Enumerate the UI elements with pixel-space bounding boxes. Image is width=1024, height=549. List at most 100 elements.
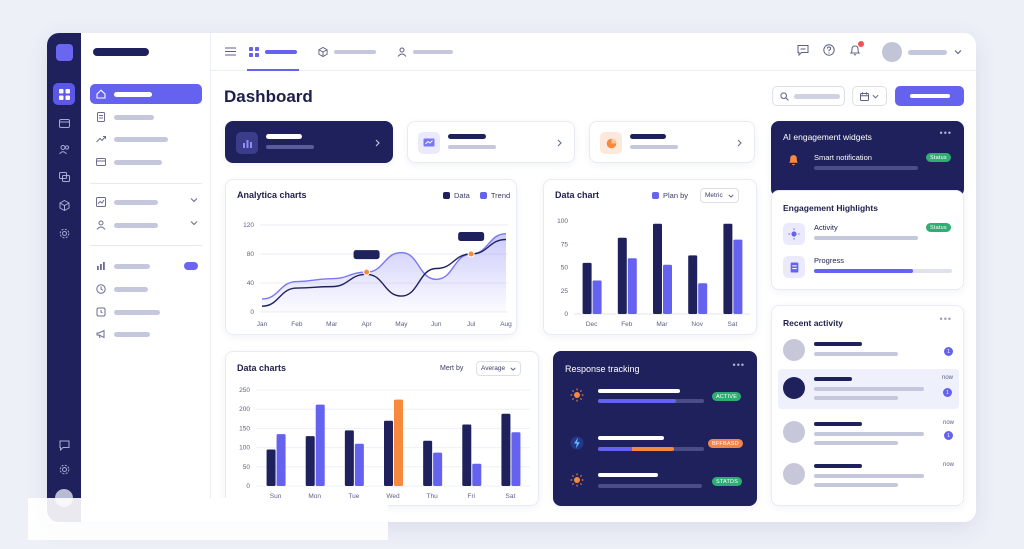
- more-icon[interactable]: •••: [939, 128, 952, 138]
- x-tick-label: Feb: [291, 321, 303, 328]
- chevron-down-icon[interactable]: [954, 48, 962, 56]
- sidebar-item-analytics[interactable]: [90, 192, 202, 212]
- active-tab-indicator: [247, 69, 299, 71]
- primary-action-button[interactable]: [895, 86, 964, 106]
- bell-icon[interactable]: [849, 44, 861, 56]
- stat-subtitle: [448, 145, 496, 149]
- rail-settings-button[interactable]: [53, 222, 75, 244]
- document-icon: [790, 262, 798, 272]
- comment-icon[interactable]: [797, 44, 809, 56]
- unread-indicator: 1: [943, 388, 952, 397]
- gear-icon: [59, 464, 69, 474]
- date-picker[interactable]: [852, 86, 887, 106]
- y-tick-label: 250: [239, 387, 250, 394]
- sidebar-item-stats[interactable]: [90, 256, 202, 276]
- sidebar-stats-toggle[interactable]: [184, 262, 198, 270]
- rail-wallet-button[interactable]: [53, 112, 75, 134]
- help-icon[interactable]: [823, 44, 835, 56]
- progress-bar-fill: [814, 269, 914, 273]
- smart-notification-label: Smart notification: [814, 153, 872, 162]
- y-tick-label: 200: [239, 406, 250, 413]
- sidebar-item-campaigns[interactable]: [90, 324, 202, 344]
- bar: [305, 436, 315, 486]
- sidebar-item-documents[interactable]: [90, 107, 202, 127]
- data-chart-title: Data chart: [555, 190, 600, 200]
- response-row-progress: [598, 399, 677, 403]
- ai-widgets-card: AI engagement widgets ••• Smart notifica…: [771, 121, 964, 197]
- stat-card-1[interactable]: [225, 121, 393, 163]
- data-chart-card: Data chart Plan by Metric 0 25 50 75 100 Dec F…: [543, 179, 757, 335]
- timer-icon: [96, 307, 106, 317]
- list-item[interactable]: now 1: [778, 369, 959, 409]
- search-input[interactable]: [772, 86, 845, 106]
- series-line-data: [261, 238, 507, 307]
- bar: [266, 449, 276, 486]
- more-icon[interactable]: •••: [939, 314, 952, 324]
- list-item[interactable]: now 1: [772, 416, 965, 452]
- analytics-title: Analytica charts: [237, 190, 307, 200]
- tab-overview[interactable]: [249, 46, 297, 58]
- list-item[interactable]: now: [772, 458, 965, 494]
- cube-icon: [59, 199, 69, 211]
- sidebar-item-schedule[interactable]: [90, 302, 202, 322]
- bar: [617, 237, 627, 314]
- response-title: Response tracking: [565, 364, 640, 374]
- average-select[interactable]: Average: [476, 361, 522, 376]
- stat-card-2[interactable]: [407, 121, 575, 163]
- profile-avatar[interactable]: [882, 42, 902, 62]
- status-badge: ACTIVE: [712, 392, 742, 401]
- response-row-track: [598, 484, 702, 488]
- sidebar-item-trends[interactable]: [90, 129, 202, 149]
- menu-icon[interactable]: [225, 47, 236, 56]
- y-tick-label: 25: [561, 288, 569, 295]
- sidebar-item-team[interactable]: [90, 215, 202, 235]
- sidebar-item-reports[interactable]: [90, 152, 202, 172]
- stat-card-3[interactable]: [589, 121, 755, 163]
- highlights-title: Engagement Highlights: [783, 203, 878, 213]
- rail-preferences-button[interactable]: [53, 458, 75, 480]
- data-bar-chart: 0 25 50 75 100 Dec Feb Mar Nov Sat: [557, 218, 750, 328]
- sidebar-item-history[interactable]: [90, 279, 202, 299]
- rail-users-button[interactable]: [53, 138, 75, 160]
- stat-icon-bg: [600, 132, 622, 154]
- activity-time: now: [942, 462, 954, 468]
- recent-activity-title: Recent activity: [783, 318, 843, 328]
- activity-detail: [814, 352, 898, 356]
- x-tick-label: Jul: [467, 321, 476, 328]
- bottom-overlay: [28, 498, 388, 540]
- avatar: [783, 463, 805, 485]
- y-tick-label: 150: [239, 425, 250, 432]
- rail-messages-button[interactable]: [53, 166, 75, 188]
- x-tick-label: May: [395, 321, 408, 328]
- notification-badge: [858, 41, 864, 47]
- users-icon: [58, 144, 69, 154]
- rail-dashboard-button[interactable]: [53, 83, 75, 105]
- stat-title: [448, 134, 486, 139]
- more-icon[interactable]: •••: [732, 360, 745, 370]
- legend-data-label: Data: [454, 191, 470, 200]
- bar-chart-icon: [97, 262, 105, 270]
- chart-screen-icon: [423, 138, 435, 146]
- rail-packages-button[interactable]: [53, 194, 75, 216]
- metric-select[interactable]: Metric: [700, 188, 739, 203]
- y-tick-label: 100: [557, 218, 568, 225]
- response-row-label: [598, 473, 658, 477]
- cube-icon: [318, 47, 328, 57]
- sidebar-item-home[interactable]: [90, 84, 202, 104]
- activity-label: Activity: [814, 223, 838, 232]
- tab-people[interactable]: [397, 46, 453, 58]
- recent-activity-card: Recent activity ••• 1 now 1 now 1: [771, 305, 964, 506]
- tab-products[interactable]: [318, 46, 376, 58]
- data-grouped-bar-chart: 0 50 100 150 200 250 Sun Mon Tue Wed Thu Fri Sat: [239, 387, 530, 500]
- metric-select-value: Metric: [705, 192, 723, 199]
- list-item[interactable]: 1: [772, 336, 965, 364]
- bar: [723, 223, 733, 314]
- megaphone-icon: [96, 329, 105, 339]
- stat-icon-bg: [418, 132, 440, 154]
- activity-subtitle: [814, 236, 918, 240]
- image-chart-icon: [96, 197, 106, 207]
- data-point: [467, 250, 475, 258]
- activity-name: [814, 422, 862, 426]
- chevron-down-icon: [728, 194, 734, 198]
- rail-support-button[interactable]: [53, 434, 75, 456]
